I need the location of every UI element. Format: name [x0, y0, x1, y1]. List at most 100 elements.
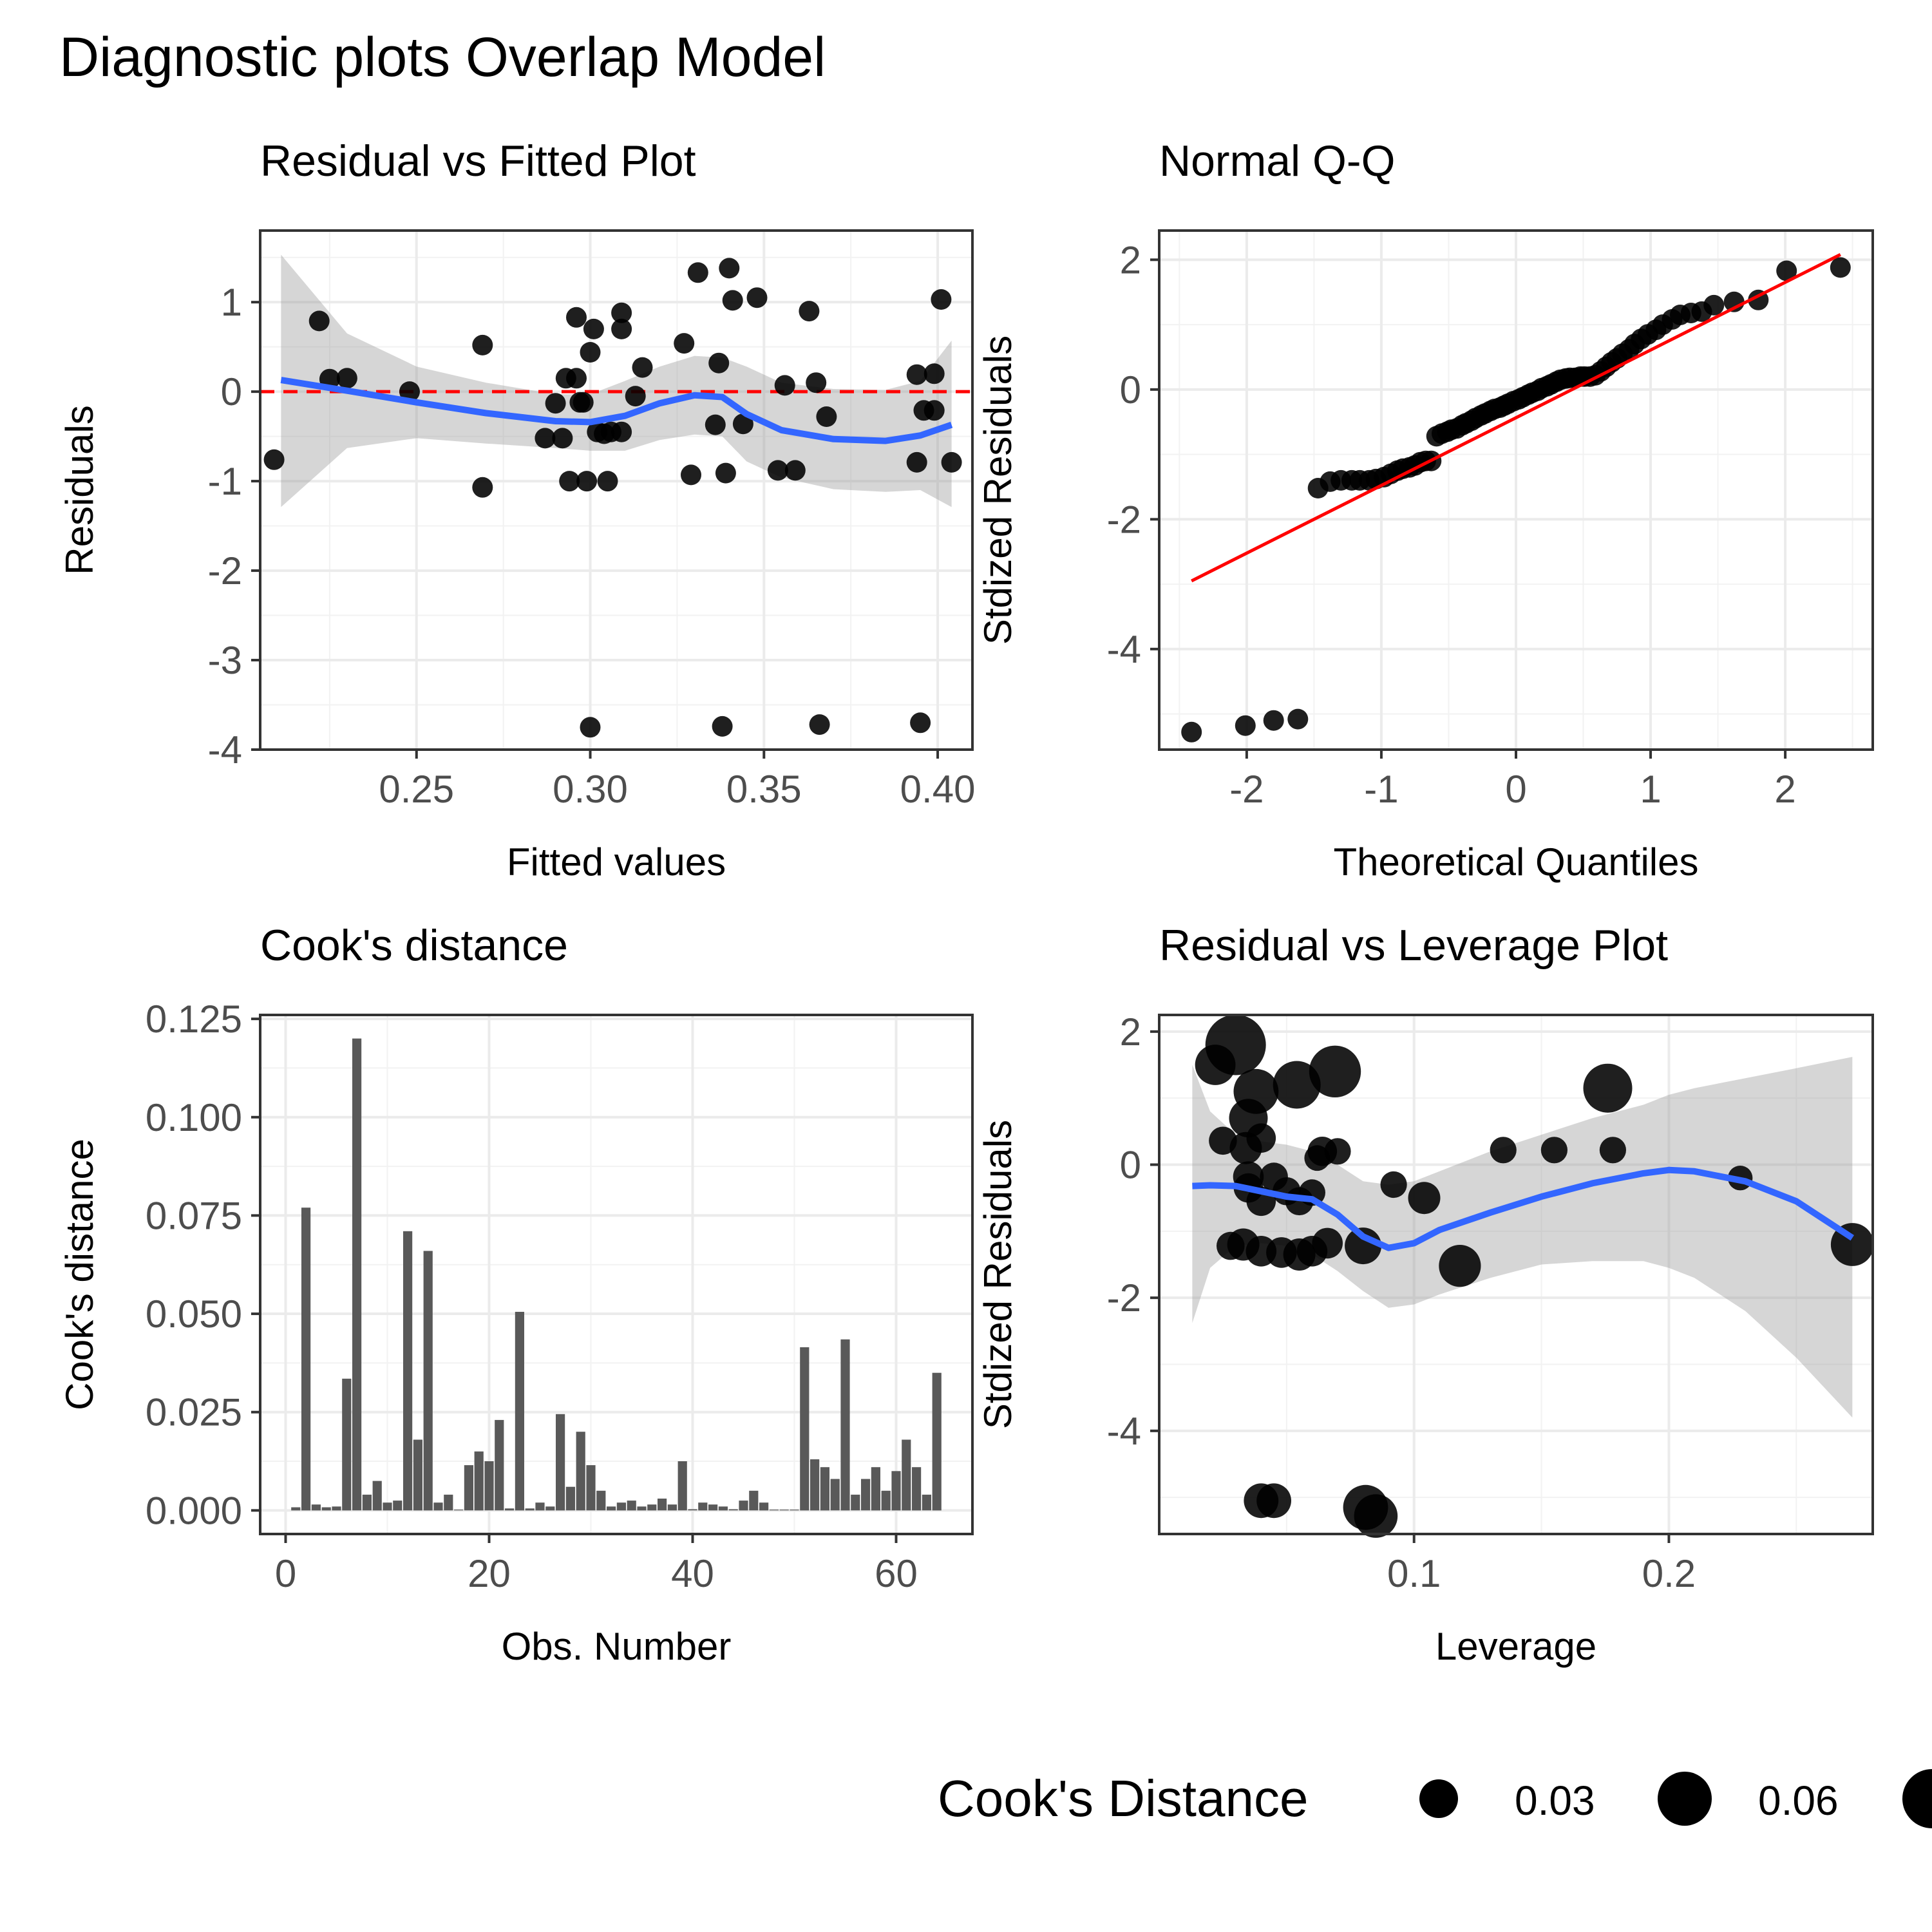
cooks-bar	[464, 1465, 473, 1511]
residual-vs-fitted-panel: 0.25 0.30 0.35 0.40 -4 -3 -2 -1 0 1 Residual vs Fi…	[58, 137, 975, 884]
x-tick-label: 0.25	[379, 768, 454, 811]
data-point	[1309, 1045, 1361, 1098]
panel-title: Normal Q-Q	[1159, 137, 1395, 185]
loess-smooth-line	[1192, 1166, 1855, 1251]
data-point	[767, 460, 788, 481]
data-point	[923, 400, 945, 421]
y-tick-label: 2	[1120, 238, 1141, 281]
x-tick-label: -1	[1364, 768, 1398, 811]
y-tick-label: -4	[208, 728, 242, 772]
data-point	[1380, 1171, 1407, 1198]
cooks-bar	[484, 1461, 494, 1511]
y-tick-label: 1	[221, 281, 242, 324]
data-point	[566, 368, 587, 389]
data-point	[559, 471, 580, 492]
normal-qq-panel: -2 -1 0 1 2 -4 -2 0 2 Normal Q-Q Theoretical Quant…	[976, 137, 1874, 884]
data-point	[1304, 1145, 1331, 1171]
data-point	[566, 307, 587, 328]
cooks-bar	[556, 1414, 565, 1511]
cooks-bar	[535, 1502, 545, 1511]
data-point	[715, 462, 736, 484]
residual-vs-leverage-panel: 0.1 0.2 -4 -2 0 2 Residual vs Leverage Plot Lev…	[976, 921, 1874, 1668]
cooks-bar	[474, 1451, 484, 1511]
x-tick-label: 0.2	[1642, 1552, 1696, 1595]
cooks-bar	[301, 1208, 311, 1511]
cooks-distance-legend: Cook's Distance 0.03 0.06	[938, 1769, 1932, 1828]
x-tick-label: 0.35	[726, 768, 802, 811]
x-tick-label: 0	[275, 1552, 296, 1595]
data-point	[681, 464, 701, 486]
x-axis-label: Leverage	[1435, 1625, 1596, 1668]
plot-area	[1159, 1015, 1873, 1534]
cooks-bar	[627, 1501, 636, 1511]
cooks-bar	[383, 1502, 392, 1511]
cooks-bar	[423, 1251, 433, 1511]
data-point	[906, 451, 927, 473]
cooks-bar	[718, 1506, 728, 1511]
data-point	[687, 262, 708, 283]
qq-reference-line	[1191, 253, 1841, 583]
cooks-bar	[372, 1481, 382, 1511]
cooks-bar	[830, 1479, 840, 1511]
y-tick-label: -4	[1107, 628, 1141, 671]
y-tick-label: 0.000	[146, 1489, 242, 1532]
x-tick-label: 40	[671, 1552, 714, 1595]
cooks-bar	[525, 1508, 535, 1511]
x-tick-label: -2	[1229, 768, 1264, 811]
data-point	[809, 714, 830, 735]
data-point	[1263, 710, 1284, 731]
data-point	[576, 471, 598, 492]
data-point	[263, 449, 285, 470]
cooks-bar	[565, 1486, 575, 1511]
data-point	[1490, 1137, 1517, 1164]
data-point	[1195, 1045, 1236, 1085]
panel-title: Residual vs Fitted Plot	[260, 137, 696, 185]
cooks-bar	[820, 1467, 829, 1511]
y-tick-label: 2	[1120, 1010, 1141, 1054]
data-point	[705, 414, 726, 435]
data-point	[632, 357, 653, 378]
cooks-bar	[321, 1507, 331, 1511]
data-point	[806, 372, 827, 393]
cooks-bar	[332, 1506, 341, 1511]
data-point	[1703, 294, 1725, 316]
data-point	[732, 413, 753, 435]
y-axis-label: Residuals	[58, 405, 101, 574]
cooks-bar	[698, 1502, 708, 1511]
data-point	[611, 302, 632, 323]
data-point	[674, 333, 695, 354]
data-point	[712, 715, 733, 737]
data-point	[308, 310, 330, 332]
data-point	[1273, 1061, 1321, 1109]
data-point	[941, 451, 962, 473]
data-point	[910, 712, 931, 734]
cooks-bar	[922, 1494, 931, 1511]
data-point	[1599, 1137, 1626, 1164]
cooks-bar	[658, 1499, 667, 1511]
x-axis-label: Theoretical Quantiles	[1334, 840, 1699, 884]
data-point	[1312, 1227, 1343, 1259]
x-tick-label: 0.40	[900, 768, 976, 811]
data-point	[573, 392, 594, 413]
cooks-bar	[545, 1506, 555, 1511]
y-tick-label: 0.075	[146, 1194, 242, 1237]
cooks-bar	[759, 1502, 769, 1511]
cooks-bar	[515, 1312, 524, 1511]
data-point	[336, 368, 357, 389]
cooks-bar	[902, 1439, 911, 1511]
data-point	[1776, 260, 1797, 281]
data-point	[774, 375, 795, 396]
data-point	[923, 363, 945, 384]
cooks-bar	[871, 1467, 880, 1511]
cooks-bar	[647, 1504, 657, 1511]
legend-label-small: 0.03	[1515, 1777, 1595, 1824]
panel-border	[1158, 1014, 1874, 1535]
cooks-bar	[393, 1501, 402, 1511]
x-tick-label: 60	[875, 1552, 918, 1595]
x-tick-label: 0.1	[1387, 1552, 1441, 1595]
data-point	[583, 318, 604, 339]
cooks-bar	[677, 1461, 687, 1511]
panel-title: Residual vs Leverage Plot	[1159, 921, 1668, 970]
cooks-bar	[749, 1490, 759, 1511]
x-tick-label: 2	[1774, 768, 1795, 811]
